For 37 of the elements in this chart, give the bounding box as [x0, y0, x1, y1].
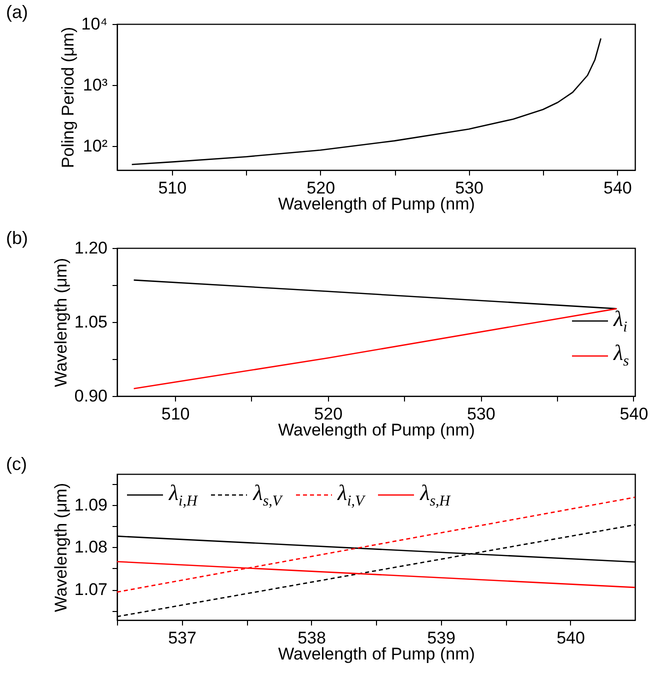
x-tick-label: 510	[161, 404, 190, 424]
x-tick-label: 538	[298, 628, 326, 648]
x-tick-label: 520	[306, 178, 336, 198]
legend-label: λ$_{i}$	[614, 306, 628, 336]
legend-label: λ$_{i,H}$	[169, 480, 198, 510]
y-axis-title: Wavelength (μm)	[51, 482, 70, 612]
y-tick-label: 10⁴	[81, 14, 108, 34]
legend-label: λ$_{s,V}$	[253, 480, 282, 510]
x-tick-label: 537	[168, 628, 196, 648]
x-axis-title: Wavelength of Pump (nm)	[278, 194, 475, 214]
x-axis-title: Wavelength of Pump (nm)	[278, 420, 475, 440]
y-tick-label: 10²	[82, 136, 108, 156]
text: (a)	[6, 2, 28, 22]
x-tick-label: 530	[466, 404, 496, 424]
y-tick-label: 10³	[82, 76, 108, 95]
x-tick-label: 539	[427, 628, 456, 648]
y-axis-title: Wavelength (μm)	[51, 258, 70, 388]
x-tick-label: 530	[455, 178, 484, 198]
x-tick-label: 540	[620, 404, 648, 424]
x-tick-label: 510	[158, 178, 187, 198]
y-tick-label: 1.08	[74, 538, 108, 557]
y-tick-label: 1.07	[74, 580, 108, 600]
y-tick-label: 0.90	[74, 386, 108, 406]
y-tick-label: 1.09	[74, 495, 108, 514]
x-axis-title: Wavelength of Pump (nm)	[278, 644, 475, 664]
text: (b)	[6, 228, 28, 248]
x-tick-label: 540	[604, 178, 632, 198]
line-series	[131, 38, 602, 166]
y-axis-title: Poling Period (μm)	[58, 26, 78, 168]
legend-label: λ$_{s,H}$	[420, 480, 450, 510]
text: (c)	[6, 454, 27, 474]
y-tick-label: 1.05	[74, 312, 108, 332]
y-tick-label: 1.20	[74, 238, 108, 258]
legend-label: λ$_{s}$	[614, 340, 629, 371]
x-tick-label: 540	[556, 628, 585, 648]
x-tick-label: 520	[314, 404, 343, 424]
legend-label: λ$_{i,V}$	[338, 480, 364, 510]
